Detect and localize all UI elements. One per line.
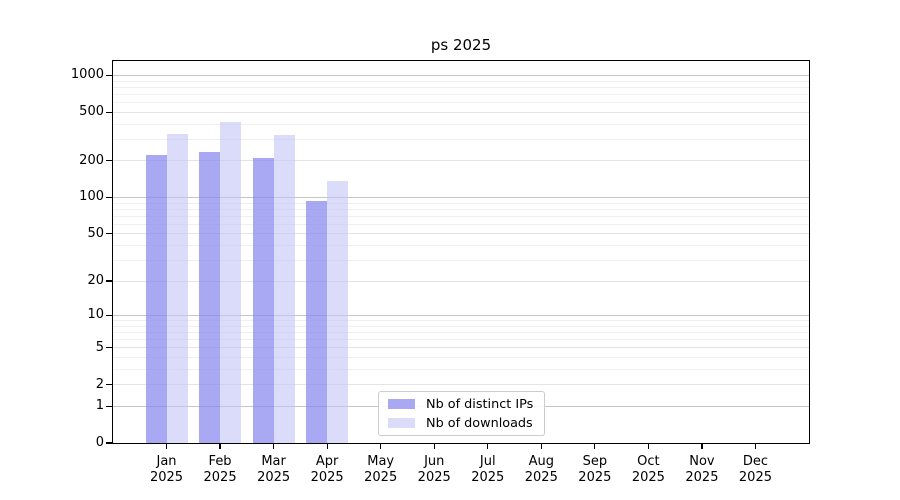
- plot-area: [112, 60, 810, 444]
- x-tick-mark-jan: [165, 444, 168, 449]
- y-tick-mark-50: [106, 233, 112, 235]
- minor-gridline: [113, 86, 809, 88]
- y-tick-mark-5: [106, 347, 112, 349]
- x-tick-label-feb: Feb 2025: [203, 454, 237, 485]
- minor-gridline: [113, 320, 809, 321]
- bar-apr-nb-of-downloads: [327, 181, 349, 443]
- minor-gridline: [113, 215, 809, 217]
- minor-gridline: [113, 259, 809, 261]
- x-tick-label-oct: Oct 2025: [631, 454, 665, 485]
- y-tick-label-0: 0: [95, 435, 104, 450]
- y-tick-mark-0: [106, 442, 112, 444]
- legend-item-downloads: Nb of downloads: [388, 415, 535, 431]
- major-gridline: [113, 74, 809, 76]
- y-tick-label-2: 2: [95, 376, 104, 392]
- y-tick-mark-2: [106, 383, 112, 386]
- x-tick-mark-mar: [273, 444, 275, 449]
- y-tick-mark-1: [106, 405, 112, 407]
- minor-gridline: [113, 356, 809, 358]
- x-tick-label-jun: Jun 2025: [417, 454, 451, 485]
- y-tick-label-1: 1: [95, 398, 104, 414]
- x-tick-mark-sep: [594, 444, 596, 449]
- chart-title: ps 2025: [430, 36, 492, 54]
- bar-apr-nb-of-distinct-ips: [306, 201, 328, 443]
- y-tick-mark-20: [106, 280, 112, 282]
- x-tick-label-jan: Jan 2025: [149, 454, 184, 485]
- legend-swatch-downloads: [388, 417, 415, 429]
- major-gridline: [113, 347, 809, 349]
- y-tick-label-5: 5: [95, 339, 104, 355]
- x-tick-label-aug: Aug 2025: [524, 454, 558, 485]
- y-tick-mark-10: [106, 314, 112, 317]
- x-tick-mark-may: [380, 444, 382, 449]
- y-tick-mark-1000: [106, 74, 112, 77]
- bar-mar-nb-of-downloads: [273, 135, 295, 443]
- bar-jan-nb-of-downloads: [166, 134, 188, 443]
- minor-gridline: [113, 93, 809, 95]
- y-tick-label-100: 100: [79, 189, 104, 205]
- minor-gridline: [113, 123, 809, 125]
- major-gridline: [113, 384, 809, 386]
- legend-item-distinct-ips: Nb of distinct IPs: [388, 396, 535, 412]
- x-tick-label-may: May 2025: [364, 454, 398, 485]
- x-tick-mark-apr: [326, 444, 328, 449]
- major-gridline: [113, 314, 809, 316]
- legend-swatch-distinct-ips: [388, 398, 415, 410]
- x-tick-label-dec: Dec 2025: [738, 454, 772, 485]
- x-tick-mark-dec: [754, 444, 757, 449]
- x-tick-mark-jun: [433, 444, 435, 449]
- y-tick-mark-500: [106, 111, 112, 113]
- legend: Nb of distinct IPs Nb of downloads: [378, 391, 545, 436]
- x-tick-label-mar: Mar 2025: [257, 454, 291, 485]
- x-tick-label-sep: Sep 2025: [578, 454, 612, 485]
- x-tick-label-apr: Apr 2025: [310, 454, 344, 485]
- x-tick-mark-nov: [701, 444, 703, 449]
- major-gridline: [113, 111, 809, 113]
- major-gridline: [113, 196, 809, 198]
- y-tick-label-20: 20: [87, 273, 104, 289]
- x-tick-label-nov: Nov 2025: [685, 454, 719, 485]
- bar-feb-nb-of-downloads: [220, 122, 242, 443]
- minor-gridline: [113, 331, 809, 333]
- y-tick-label-200: 200: [79, 152, 104, 168]
- y-tick-label-10: 10: [87, 307, 104, 323]
- x-tick-label-jul: Jul 2025: [471, 454, 505, 485]
- minor-gridline: [113, 325, 809, 327]
- x-tick-mark-aug: [540, 444, 542, 449]
- x-tick-mark-feb: [219, 444, 221, 449]
- minor-gridline: [113, 244, 809, 246]
- y-tick-label-1000: 1000: [70, 67, 104, 83]
- minor-gridline: [113, 102, 809, 104]
- major-gridline: [113, 233, 809, 235]
- minor-gridline: [113, 368, 809, 370]
- minor-gridline: [113, 138, 809, 140]
- minor-gridline: [113, 223, 809, 225]
- bar-jan-nb-of-distinct-ips: [145, 154, 167, 443]
- bar-feb-nb-of-distinct-ips: [199, 151, 221, 443]
- minor-gridline: [113, 202, 809, 204]
- x-tick-mark-jul: [487, 444, 489, 449]
- bar-mar-nb-of-distinct-ips: [252, 157, 274, 443]
- minor-gridline: [113, 80, 809, 82]
- legend-label-downloads: Nb of downloads: [426, 415, 533, 431]
- major-gridline: [113, 280, 809, 282]
- y-tick-label-500: 500: [79, 104, 104, 120]
- major-gridline: [113, 160, 809, 162]
- legend-label-distinct-ips: Nb of distinct IPs: [426, 396, 534, 412]
- y-tick-mark-100: [106, 196, 112, 199]
- y-tick-label-50: 50: [87, 225, 104, 241]
- minor-gridline: [113, 208, 809, 210]
- y-tick-mark-200: [106, 160, 112, 162]
- minor-gridline: [113, 338, 809, 340]
- x-tick-mark-oct: [647, 444, 649, 449]
